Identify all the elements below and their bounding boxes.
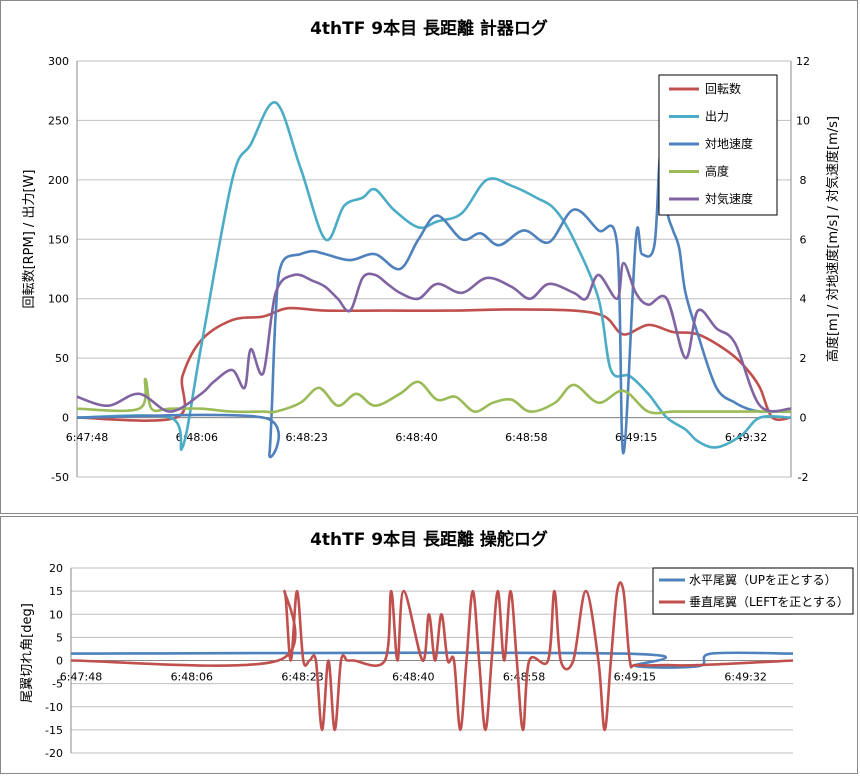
y-tick-label: 20: [49, 562, 63, 575]
series-line-1: [76, 101, 792, 451]
y-tick-label: -15: [45, 724, 63, 737]
x-tick-label: 6:48:06: [171, 671, 213, 684]
chart-title: 4thTF 9本目 長距離 計器ログ: [310, 18, 548, 39]
y-tick-label: 15: [49, 585, 63, 598]
x-tick-label: 6:49:15: [614, 671, 656, 684]
y-left-tick-label: 100: [48, 293, 69, 306]
series-line-4: [76, 261, 792, 413]
y-left-tick-label: 50: [55, 352, 69, 365]
y-tick-label: 5: [56, 631, 63, 644]
y-right-tick-label: 12: [796, 55, 810, 68]
legend-entry: 対地速度: [705, 136, 753, 151]
x-tick-label: 6:48:40: [392, 671, 434, 684]
legend: 水平尾翼（UPを正とする） 垂直尾翼（LEFTを正とする）: [652, 567, 854, 615]
chart-title: 4thTF 9本目 長距離 操舵ログ: [310, 529, 548, 550]
x-tick-label: 6:48:23: [281, 671, 323, 684]
y-right-tick-label: 2: [800, 352, 807, 365]
x-tick-label: 6:48:58: [505, 431, 547, 444]
y-left-tick-label: 0: [62, 412, 69, 425]
legend-entry: 出力: [705, 110, 729, 124]
x-tick-label: 6:49:32: [724, 671, 766, 684]
legend-entry: 垂直尾翼（LEFTを正とする）: [689, 595, 849, 609]
series-line-3: [76, 377, 791, 415]
y-right-tick-label: 6: [800, 233, 807, 246]
y-left-tick-label: 200: [48, 174, 69, 187]
y-axis-left-label: 回転数[RPM] / 出力[W]: [22, 170, 37, 309]
x-tick-label: 6:48:40: [395, 431, 437, 444]
y-left-tick-label: 300: [48, 55, 69, 68]
steering-log-chart-panel: 4thTF 9本目 長距離 操舵ログ 20 15 10 5 0 -5 -10 -15 -20 6…: [0, 516, 858, 774]
y-right-tick-label: 0: [800, 412, 807, 425]
instrument-log-chart: 4thTF 9本目 長距離 計器ログ 300250200150100500-50…: [22, 18, 841, 484]
instrument-log-chart-panel: 4thTF 9本目 長距離 計器ログ 300 250 200 150 100 50 0 -50…: [0, 0, 858, 514]
series-line-2: [76, 148, 791, 459]
legend-entry: 高度: [705, 164, 729, 179]
y-right-tick-label: 4: [800, 293, 807, 306]
y-tick-label: -20: [45, 747, 63, 760]
y-tick-label: 0: [56, 655, 63, 668]
y-right-tick-label: 10: [796, 114, 810, 127]
x-tick-label: 6:48:58: [503, 671, 545, 684]
legend-entry: 対気速度: [705, 191, 753, 206]
y-tick-label: -10: [45, 701, 63, 714]
y-tick-label: 10: [49, 608, 63, 621]
y-right-tick-label: -2: [798, 471, 809, 484]
steering-log-chart: 4thTF 9本目 長距離 操舵ログ 20 15 10 5 0 -5 -10 -15 -20 6…: [20, 529, 854, 760]
legend-box: [652, 567, 854, 615]
y-axis-label: 尾翼切れ角[deg]: [20, 603, 35, 703]
x-tick-label: 6:47:48: [66, 431, 108, 444]
legend-entry: 水平尾翼（UPを正とする）: [689, 573, 837, 587]
y-tick-label: -5: [52, 678, 63, 691]
series-line-1: [70, 581, 794, 732]
x-tick-label: 6:48:23: [285, 431, 327, 444]
y-left-tick-label: -50: [51, 471, 69, 484]
y-axis-right-label: 高度[m] / 対地速度[m/s] / 対気速度[m/s]: [825, 116, 841, 362]
x-tick-label: 6:47:48: [60, 671, 102, 684]
y-left-tick-label: 150: [48, 233, 69, 246]
y-right-tick-label: 8: [800, 174, 807, 187]
series-line-0: [70, 651, 794, 669]
series-line-0: [76, 306, 792, 422]
y-left-tick-label: 250: [48, 114, 69, 127]
legend-entry: 回転数: [705, 81, 741, 96]
